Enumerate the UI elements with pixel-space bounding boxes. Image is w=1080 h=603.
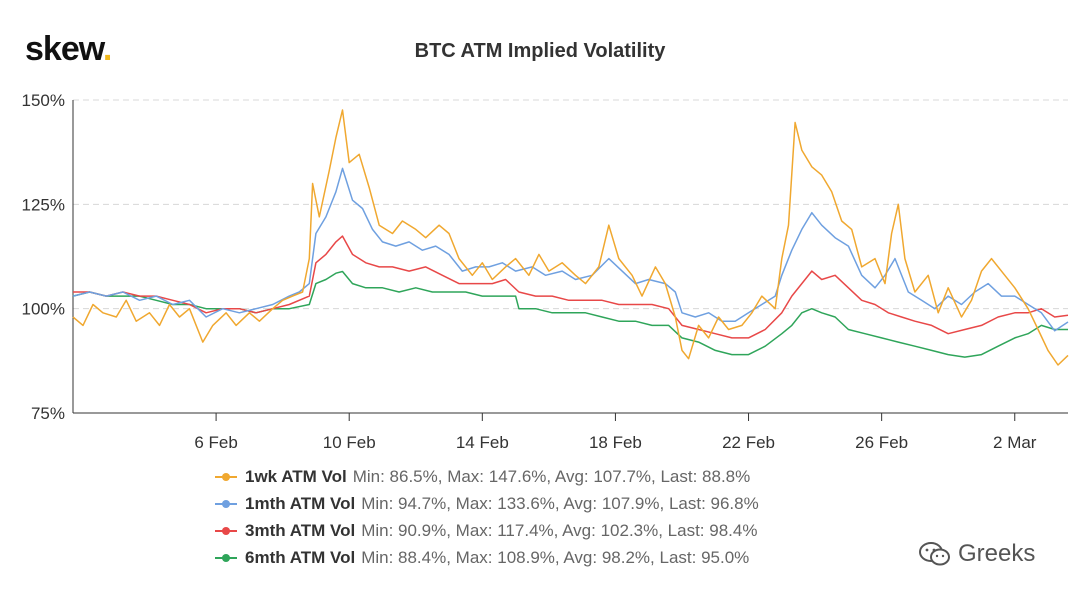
x-tick-label: 18 Feb (589, 433, 642, 452)
x-tick-label: 2 Mar (993, 433, 1037, 452)
legend-series-stats: Min: 86.5%, Max: 147.6%, Avg: 107.7%, La… (352, 466, 751, 486)
legend-series-stats: Min: 90.9%, Max: 117.4%, Avg: 102.3%, La… (361, 520, 758, 540)
legend-series-stats: Min: 94.7%, Max: 133.6%, Avg: 107.9%, La… (361, 493, 759, 513)
legend-item[interactable]: 1wk ATM Vol Min: 86.5%, Max: 147.6%, Avg… (215, 463, 759, 490)
legend-swatch (215, 499, 237, 508)
watermark-text: Greeks (958, 540, 1036, 567)
x-tick-label: 14 Feb (456, 433, 509, 452)
legend-swatch (215, 472, 237, 481)
x-tick-label: 6 Feb (194, 433, 237, 452)
watermark: Greeks (918, 540, 1035, 568)
legend-swatch-marker (222, 553, 230, 562)
legend-series-name: 1mth ATM Vol (245, 493, 356, 513)
legend-item[interactable]: 3mth ATM Vol Min: 90.9%, Max: 117.4%, Av… (215, 517, 759, 544)
legend-series-stats: Min: 88.4%, Max: 108.9%, Avg: 98.2%, Las… (361, 547, 750, 567)
legend-series-name: 1wk ATM Vol (245, 466, 347, 486)
skew-logo: skew. (25, 30, 112, 68)
legend-swatch (215, 553, 237, 562)
legend-series-name: 3mth ATM Vol (245, 520, 356, 540)
y-tick-label: 75% (31, 404, 65, 423)
series-line-3mth-atm-vol (73, 235, 1069, 339)
legend-swatch (215, 526, 237, 535)
chart-title: BTC ATM Implied Volatility (414, 40, 666, 62)
series-line-6mth-atm-vol (72, 270, 1068, 358)
x-tick-label: 26 Feb (855, 433, 908, 452)
x-tick-label: 10 Feb (323, 433, 376, 452)
chart-legend: 1wk ATM Vol Min: 86.5%, Max: 147.6%, Avg… (215, 463, 759, 571)
legend-item[interactable]: 1mth ATM Vol Min: 94.7%, Max: 133.6%, Av… (215, 490, 759, 517)
legend-swatch-marker (222, 499, 230, 508)
line-chart: 75% 100% 125% 150% 6 Feb 10 Feb 14 Feb 18 Feb 22… (22, 91, 1069, 452)
wechat-icon (919, 542, 950, 566)
y-tick-label: 125% (22, 195, 65, 214)
y-tick-label: 150% (22, 91, 65, 110)
y-tick-label: 100% (22, 300, 65, 319)
legend-swatch-marker (222, 526, 230, 535)
x-tick-label: 22 Feb (722, 433, 775, 452)
legend-series-name: 6mth ATM Vol (245, 547, 356, 567)
series-line-1mth-atm-vol (72, 167, 1069, 332)
series-line-1wk-atm-vol (72, 109, 1069, 366)
legend-swatch-marker (222, 472, 230, 481)
legend-item[interactable]: 6mth ATM Vol Min: 88.4%, Max: 108.9%, Av… (215, 544, 759, 571)
